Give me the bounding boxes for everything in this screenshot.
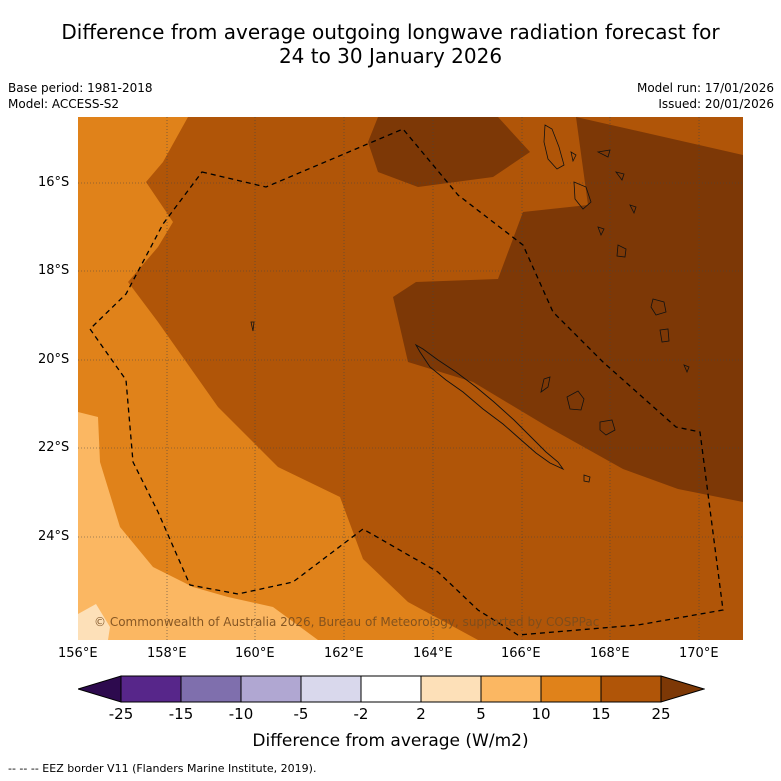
chart-title-line1: Difference from average outgoing longwav… <box>61 20 720 44</box>
colorbar-bin-neg10-neg5 <box>240 675 302 703</box>
colorbar-title: Difference from average (W/m2) <box>252 731 529 751</box>
new-caledonia-island <box>414 343 565 471</box>
colorbar-bin-2-5 <box>420 675 482 703</box>
colorbar-bin-neg2-2 <box>360 675 422 703</box>
colorbar-label-5: 5 <box>476 705 486 723</box>
map-panel: © Commonwealth of Australia 2026, Bureau… <box>78 117 743 640</box>
model-name: Model: ACCESS-S2 <box>8 97 120 111</box>
issued-date: Issued: 20/01/2026 <box>658 97 774 111</box>
malekula-island <box>573 181 592 210</box>
lon-tick-168: 168°E <box>590 646 630 661</box>
lat-tick-24s: 24°S <box>38 529 70 544</box>
eez-border <box>89 128 724 636</box>
aneityum-island <box>683 364 690 374</box>
model-run: Model run: 17/01/2026 <box>636 81 774 95</box>
colorbar-bin-10-15 <box>540 675 602 703</box>
lon-tick-162: 162°E <box>324 646 364 661</box>
colorbar-label-neg10: -10 <box>228 705 254 723</box>
colorbar-bin-neg5-neg2 <box>300 675 362 703</box>
tanna-island <box>659 328 670 343</box>
lon-tick-158: 158°E <box>147 646 187 661</box>
colorbar-bin-neg25-neg15 <box>120 675 182 703</box>
anomaly-band-gt25-east <box>393 117 743 502</box>
colorbar-label-10: 10 <box>531 705 551 723</box>
efate-island <box>616 244 627 258</box>
lon-tick-166: 166°E <box>501 646 541 661</box>
colorbar-label-neg25: -25 <box>108 705 134 723</box>
colorbar-extend-high <box>660 675 705 703</box>
eez-legend-note: -- -- -- EEZ border V11 (Flanders Marine… <box>8 762 317 775</box>
lat-tick-18s: 18°S <box>38 263 70 278</box>
colorbar-label-neg2: -2 <box>353 705 369 723</box>
colorbar-label-neg15: -15 <box>168 705 194 723</box>
anomaly-band-gt25-north <box>368 117 530 187</box>
colorbar-bin-15-25 <box>600 675 662 703</box>
colorbar-bin-5-10 <box>480 675 542 703</box>
isle-of-pines <box>583 474 591 483</box>
anomaly-band-5-10 <box>78 412 318 640</box>
erromango-island <box>650 298 667 316</box>
lat-tick-20s: 20°S <box>38 352 70 367</box>
colorbar-label-15: 15 <box>591 705 611 723</box>
colorbar-label-25: 25 <box>651 705 671 723</box>
anomaly-band-2-5 <box>78 604 110 640</box>
colorbar <box>78 675 705 703</box>
lat-tick-22s: 22°S <box>38 440 70 455</box>
colorbar-label-2: 2 <box>416 705 426 723</box>
small-islands <box>250 149 637 332</box>
graticule <box>78 117 743 640</box>
colorbar-bin-neg15-neg10 <box>180 675 242 703</box>
lifou-island <box>566 390 585 411</box>
lat-tick-16s: 16°S <box>38 175 70 190</box>
chart-title-line2: 24 to 30 January 2026 <box>278 44 503 68</box>
lon-tick-160: 160°E <box>235 646 275 661</box>
ouvea-island <box>540 376 551 393</box>
colorbar-extend-low <box>78 675 122 703</box>
colorbar-label-neg5: -5 <box>293 705 309 723</box>
lon-tick-170: 170°E <box>679 646 719 661</box>
lon-tick-164: 164°E <box>413 646 453 661</box>
lon-tick-156: 156°E <box>58 646 98 661</box>
mare-island <box>599 419 616 436</box>
copyright-text: © Commonwealth of Australia 2026, Bureau… <box>94 615 599 629</box>
base-period: Base period: 1981-2018 <box>8 81 153 95</box>
espiritu-santo-island <box>543 124 565 170</box>
